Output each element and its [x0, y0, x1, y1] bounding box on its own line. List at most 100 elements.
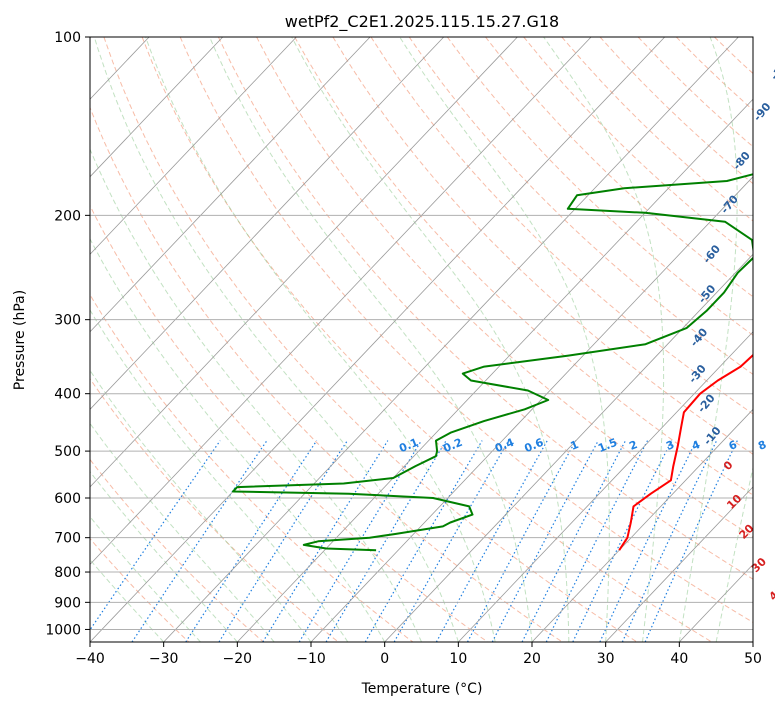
mixing-ratio-label: 0.6 [522, 436, 545, 455]
isotherm-line [605, 486, 753, 642]
mixing-ratio-label: 0.4 [493, 436, 516, 455]
dry-adiabat-line [408, 37, 753, 375]
isotherm-line [90, 37, 592, 566]
y-tick-label: 300 [54, 313, 81, 329]
dry-adiabat-line [90, 458, 264, 642]
mixing-ratio-line [435, 440, 548, 642]
y-tick-label: 100 [54, 30, 81, 46]
dry-adiabat-line [523, 37, 753, 260]
mixing-ratio-label: 1 [568, 438, 580, 453]
sounding-profiles [232, 173, 753, 552]
mixing-ratio-line [491, 440, 599, 642]
mixing-ratio-line [572, 440, 673, 642]
moist-adiabat-line [715, 466, 753, 642]
moist-adiabat-line [90, 422, 275, 642]
x-tick-label: 20 [523, 651, 541, 667]
mixing-ratio-line [298, 440, 422, 642]
chart-title: wetPf2_C2E1.2025.115.15.27.G18 [285, 12, 559, 32]
x-axis-label: Temperature (°C) [361, 681, 483, 697]
isotherm-line [531, 408, 753, 642]
dry-adiabat-line [179, 37, 753, 623]
dewpoint-profile-line [232, 173, 753, 552]
mixing-ratio-line [262, 440, 389, 642]
moist-adiabat-line [145, 37, 496, 642]
dry-adiabat-label: -90 [751, 100, 774, 124]
dry-adiabat-label: -40 [688, 326, 711, 350]
moist-adiabat-label: 40 [767, 583, 775, 603]
mixing-ratio-line [545, 440, 649, 642]
y-tick-label: 200 [54, 208, 81, 224]
isotherm-line [90, 37, 518, 488]
dry-adiabat-line [90, 537, 190, 642]
moist-adiabat-line [90, 309, 349, 642]
isotherm-line [0, 37, 2, 642]
y-tick-label: 1000 [45, 622, 81, 638]
isotherm-line [384, 253, 753, 642]
x-tick-label: −30 [149, 651, 179, 667]
y-tick-label: 600 [54, 491, 81, 507]
moist-adiabat-line [93, 37, 459, 642]
moist-adiabat-line [90, 515, 201, 642]
isotherm-line [90, 37, 297, 255]
mixing-ratio-line [599, 440, 697, 642]
isotherm-line [458, 331, 753, 642]
isotherm-line [90, 37, 224, 178]
dry-adiabat-line [90, 377, 339, 642]
mixing-ratio-label: 3 [664, 438, 676, 453]
mixing-ratio-label: 1.5 [596, 436, 619, 455]
y-tick-label: 500 [54, 444, 81, 460]
mixing-ratio-label: 0.1 [397, 436, 420, 455]
isotherm-line [752, 641, 753, 642]
mixing-ratio-line [185, 440, 318, 642]
x-axis-ticks: −40 −30 −20 −10 0 10 20 30 40 50 [75, 642, 762, 667]
moist-adiabat-line [90, 470, 238, 642]
isotherm-line [90, 37, 666, 642]
mixing-ratio-label: 0.2 [441, 436, 464, 455]
dry-adiabat-line [752, 37, 753, 39]
dry-adiabat-label: -70 [718, 192, 741, 216]
isotherm-line [90, 37, 445, 410]
dry-adiabat-line [370, 37, 753, 415]
dry-adiabat-line [103, 37, 638, 642]
dry-adiabat-line [90, 106, 563, 642]
y-tick-label: 900 [54, 595, 81, 611]
dry-adiabat-label: -80 [730, 149, 753, 173]
mixing-ratio-line [644, 440, 738, 642]
moist-adiabat-line [90, 237, 386, 642]
moist-adiabat-line [90, 558, 165, 642]
isotherm-line [163, 37, 739, 642]
mixing-ratio-line [466, 440, 577, 642]
dry-adiabat-line [141, 37, 712, 642]
mixing-ratio-line [521, 440, 627, 642]
y-axis-label: Pressure (hPa) [12, 290, 28, 390]
mixing-ratio-line [393, 440, 510, 642]
moist-adiabat-line [752, 639, 753, 642]
isotherm-line [310, 176, 753, 642]
mixing-ratio-label: 2 [627, 438, 639, 453]
y-axis-ticks: 100 200 300 400 500 600 700 800 900 1000 [45, 30, 90, 638]
mixing-ratio-line [325, 440, 447, 642]
y-tick-label: 700 [54, 531, 81, 547]
temperature-profile-line [618, 353, 753, 551]
moist-adiabat-label: 10 [724, 492, 744, 512]
dry-adiabat-line [714, 37, 753, 75]
isotherm-line [90, 37, 371, 333]
x-tick-label: 50 [744, 651, 762, 667]
y-tick-label: 400 [54, 387, 81, 403]
x-tick-label: 10 [449, 651, 467, 667]
dry-adiabat-line [332, 37, 753, 455]
dry-adiabat-label: -100 [768, 53, 775, 83]
moist-adiabat-line [678, 37, 738, 642]
x-tick-label: −20 [223, 651, 253, 667]
mixing-ratio-line [364, 440, 483, 642]
dry-adiabat-line [599, 37, 753, 185]
x-tick-label: 40 [670, 651, 688, 667]
mixing-ratio-line [218, 440, 348, 642]
x-tick-label: 0 [380, 651, 389, 667]
dry-adiabat-line [446, 37, 753, 336]
moist-adiabat-label: 20 [737, 521, 757, 541]
moist-adiabat-line [209, 37, 533, 642]
plot-frame [89, 36, 754, 643]
x-tick-label: −40 [75, 651, 105, 667]
